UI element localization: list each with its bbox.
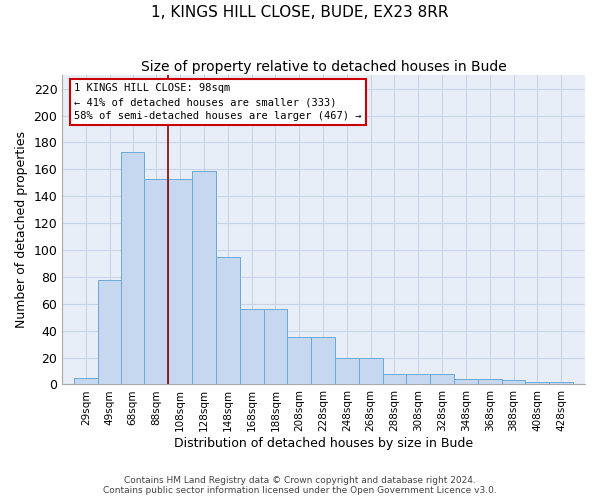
Bar: [454, 379, 478, 384]
Bar: [359, 358, 383, 384]
Bar: [478, 379, 502, 384]
Bar: [502, 380, 526, 384]
Bar: [145, 178, 168, 384]
Bar: [121, 152, 145, 384]
Text: Contains HM Land Registry data © Crown copyright and database right 2024.
Contai: Contains HM Land Registry data © Crown c…: [103, 476, 497, 495]
Bar: [311, 338, 335, 384]
Bar: [216, 256, 240, 384]
Bar: [549, 382, 573, 384]
Bar: [263, 309, 287, 384]
Bar: [335, 358, 359, 384]
X-axis label: Distribution of detached houses by size in Bude: Distribution of detached houses by size …: [174, 437, 473, 450]
Title: Size of property relative to detached houses in Bude: Size of property relative to detached ho…: [141, 60, 506, 74]
Bar: [168, 178, 192, 384]
Text: 1 KINGS HILL CLOSE: 98sqm
← 41% of detached houses are smaller (333)
58% of semi: 1 KINGS HILL CLOSE: 98sqm ← 41% of detac…: [74, 83, 362, 121]
Bar: [526, 382, 549, 384]
Bar: [430, 374, 454, 384]
Bar: [192, 170, 216, 384]
Text: 1, KINGS HILL CLOSE, BUDE, EX23 8RR: 1, KINGS HILL CLOSE, BUDE, EX23 8RR: [151, 5, 449, 20]
Bar: [406, 374, 430, 384]
Bar: [74, 378, 98, 384]
Bar: [240, 309, 263, 384]
Bar: [287, 338, 311, 384]
Y-axis label: Number of detached properties: Number of detached properties: [15, 132, 28, 328]
Bar: [383, 374, 406, 384]
Bar: [98, 280, 122, 384]
